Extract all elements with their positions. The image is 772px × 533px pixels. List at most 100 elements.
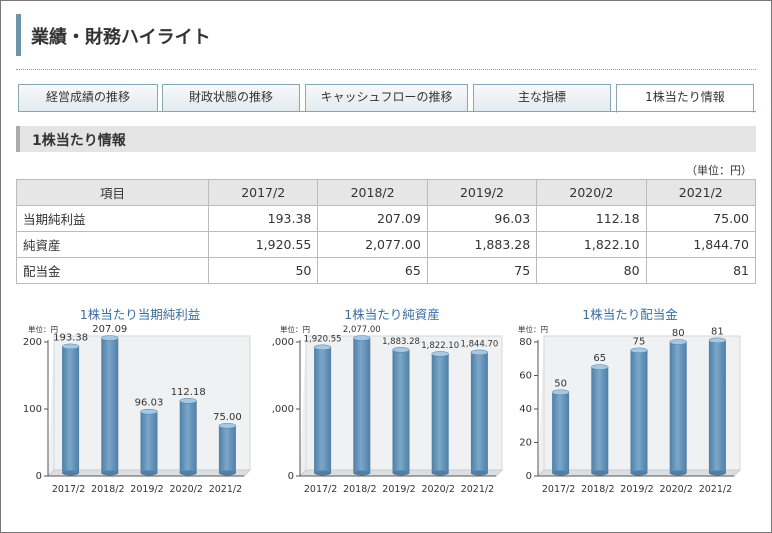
bar-top — [591, 364, 609, 370]
tab-operating-results[interactable]: 経営成績の推移 — [18, 84, 158, 112]
bar-base — [179, 470, 197, 476]
bar-base — [669, 470, 687, 476]
bar-top — [470, 349, 489, 356]
y-tick-label: 0 — [288, 471, 294, 482]
row-label: 配当金 — [16, 257, 209, 284]
y-tick-label: 0 — [36, 471, 42, 482]
tab-financial-position[interactable]: 財政状態の推移 — [162, 84, 300, 112]
data-label: 80 — [672, 328, 685, 339]
bar-top — [353, 335, 371, 341]
y-tick-label: 40 — [519, 404, 532, 415]
x-tick-label: 2021/2 — [699, 484, 732, 495]
bar-base — [218, 470, 236, 476]
bar — [179, 400, 197, 473]
header-year: 2020/2 — [536, 179, 647, 206]
bar — [62, 346, 80, 473]
x-tick-label: 2020/2 — [659, 484, 692, 495]
data-label: 112.18 — [171, 387, 206, 398]
chart-dividend: 1株当たり配当金 単位：円 0 20 40 60 80 50 2017/2 65 2018/2 7… — [510, 300, 750, 510]
x-tick-label: 2017/2 — [304, 484, 337, 495]
table-cell: 81 — [645, 257, 757, 284]
bar-base — [591, 470, 609, 476]
data-label: 65 — [593, 353, 606, 364]
page-heading: 業績・財務ハイライト — [16, 14, 756, 56]
table-cell: 96.03 — [426, 205, 538, 232]
x-tick-label: 2021/2 — [461, 484, 494, 495]
chart-title: 1株当たり当期純利益 — [79, 307, 201, 322]
data-label: 193.38 — [53, 332, 88, 343]
bar-top — [179, 398, 197, 404]
table-cell: 75.00 — [645, 205, 757, 232]
data-label: 1,844.70 — [460, 339, 498, 349]
bar-top — [392, 347, 410, 353]
bar-top — [140, 408, 158, 415]
bar-top — [431, 351, 449, 357]
dotted-divider — [16, 69, 756, 70]
bar — [218, 425, 236, 473]
data-label: 2,077.00 — [343, 325, 381, 335]
bar — [101, 338, 119, 473]
y-tick-label: 60 — [519, 371, 532, 382]
bar-top — [551, 389, 570, 395]
table-header-row: 項目 2017/2 2018/2 2019/2 2020/2 2021/2 — [16, 179, 757, 206]
bar — [669, 342, 687, 473]
table-cell: 207.09 — [317, 205, 428, 232]
bar-top — [61, 343, 80, 350]
bar-top — [218, 423, 237, 429]
per-share-table: 項目 2017/2 2018/2 2019/2 2020/2 2021/2 当期… — [16, 179, 757, 284]
bar — [431, 353, 449, 473]
row-label: 当期純利益 — [16, 205, 209, 232]
tab-per-share-info[interactable]: 1株当たり情報 — [616, 84, 754, 113]
table-cell: 1,822.10 — [536, 231, 647, 258]
chart-title: 1株当たり純資産 — [344, 307, 440, 322]
x-tick-label: 2019/2 — [382, 484, 415, 495]
table-cell: 193.38 — [207, 205, 319, 232]
x-tick-label: 2018/2 — [91, 484, 124, 495]
bar-top — [101, 335, 119, 341]
x-tick-label: 2018/2 — [343, 484, 376, 495]
x-tick-label: 2020/2 — [169, 484, 202, 495]
y-tick-label: 0 — [526, 471, 532, 482]
bar — [591, 367, 609, 473]
bar-base — [708, 470, 726, 476]
table-row: 当期純利益 193.38 207.09 96.03 112.18 75.00 — [16, 205, 757, 232]
table-cell: 1,844.70 — [645, 231, 757, 258]
y-tick-label: 1,000 — [272, 404, 294, 415]
tab-cash-flow[interactable]: キャッシュフローの推移 — [305, 84, 468, 112]
bar-base — [392, 470, 410, 476]
bar-base — [470, 470, 488, 476]
x-tick-label: 2018/2 — [581, 484, 614, 495]
chart-net-income: 1株当たり当期純利益 単位：円 0 100 200 193.38 2017/2 207.0… — [20, 300, 260, 510]
y-tick-label: 20 — [519, 438, 532, 449]
data-label: 50 — [554, 378, 567, 389]
tab-bar: 経営成績の推移 財政状態の推移 キャッシュフローの推移 主な指標 1株当たり情報 — [18, 84, 756, 113]
bar-top — [669, 339, 687, 345]
page-title: 業績・財務ハイライト — [31, 27, 211, 48]
data-label: 207.09 — [92, 324, 127, 335]
chart-plot: 0 1,000 2,000 1,920.55 2017/2 2,077.00 2018/2 1… — [272, 325, 504, 495]
data-label: 96.03 — [135, 398, 164, 409]
bar — [552, 392, 570, 473]
unit-note: （単位：円） — [686, 164, 752, 177]
chart-unit: 単位：円 — [280, 325, 310, 334]
row-label: 純資産 — [16, 231, 209, 258]
bar-top — [630, 347, 648, 354]
table-row: 配当金 50 65 75 80 81 — [16, 257, 757, 284]
bar — [470, 352, 488, 473]
chart-unit: 単位：円 — [518, 325, 548, 334]
x-tick-label: 2020/2 — [421, 484, 454, 495]
bar-base — [431, 470, 449, 476]
bar-base — [314, 470, 332, 476]
x-tick-label: 2019/2 — [130, 484, 163, 495]
data-label: 1,822.10 — [421, 341, 459, 351]
bar-base — [101, 470, 119, 476]
bar-base — [140, 470, 158, 476]
header-year: 2018/2 — [317, 179, 428, 206]
y-tick-label: 80 — [519, 337, 532, 348]
bar-base — [552, 470, 570, 476]
section-header: 1株当たり情報 — [16, 126, 756, 152]
tab-key-indicators[interactable]: 主な指標 — [473, 84, 611, 112]
x-tick-label: 2017/2 — [52, 484, 85, 495]
bar — [392, 349, 410, 473]
data-label: 1,883.28 — [382, 337, 420, 347]
